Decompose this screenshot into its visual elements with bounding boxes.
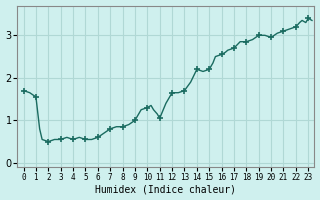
X-axis label: Humidex (Indice chaleur): Humidex (Indice chaleur) xyxy=(95,184,236,194)
